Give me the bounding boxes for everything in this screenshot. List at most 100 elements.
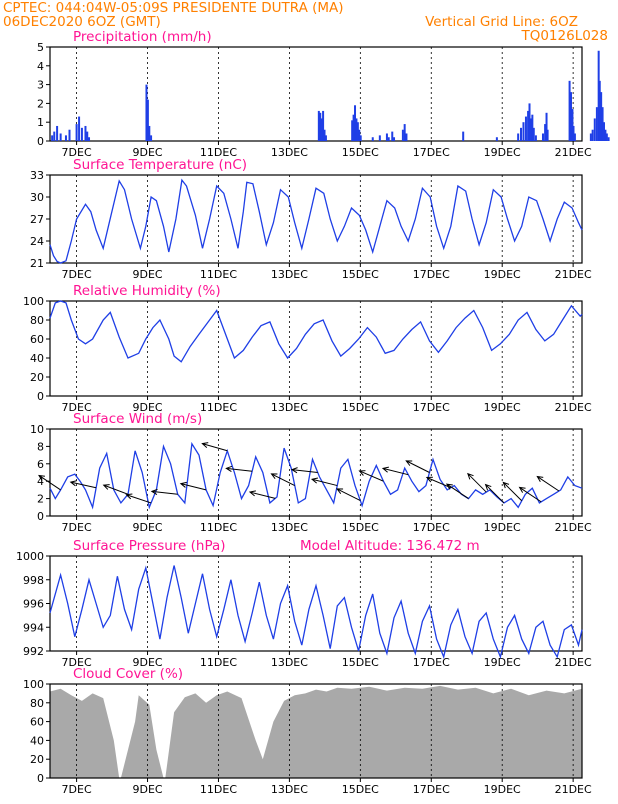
pressure-ytick-label: 998 bbox=[23, 574, 44, 587]
wind-title: Surface Wind (m/s) bbox=[73, 411, 202, 427]
temperature-xtick-label: 19DEC bbox=[484, 268, 521, 281]
cloud-cover-ytick-label: 60 bbox=[30, 716, 44, 729]
precip-bar bbox=[573, 133, 576, 141]
precip-bar bbox=[359, 135, 362, 141]
wind-arrow bbox=[381, 466, 409, 476]
cloud-cover-ytick-label: 20 bbox=[30, 753, 44, 766]
precip-bar bbox=[371, 137, 374, 141]
precip-bar bbox=[84, 125, 87, 141]
cloud-cover-frame bbox=[49, 683, 583, 779]
precip-bar bbox=[75, 124, 78, 141]
precipitation-xtick-label: 13DEC bbox=[271, 146, 308, 159]
wind-arrow bbox=[102, 484, 129, 495]
wind-arrow bbox=[179, 481, 207, 491]
precipitation-ytick-label: 4 bbox=[37, 60, 44, 73]
precip-bar bbox=[68, 129, 71, 141]
humidity-xtick-label: 17DEC bbox=[413, 401, 450, 414]
precip-bar bbox=[405, 133, 408, 141]
precip-bar bbox=[462, 131, 465, 141]
precip-bar bbox=[600, 92, 603, 141]
precipitation-title: Precipitation (mm/h) bbox=[73, 29, 212, 45]
wind-arrow bbox=[290, 467, 318, 474]
humidity-xtick-label: 19DEC bbox=[484, 401, 521, 414]
temperature-ytick-label: 33 bbox=[30, 169, 44, 182]
precip-bar bbox=[601, 107, 604, 141]
precip-bar bbox=[356, 122, 359, 141]
precipitation-xtick-label: 9DEC bbox=[132, 146, 162, 159]
wind-arrow bbox=[502, 481, 523, 502]
wind-arrow bbox=[150, 488, 178, 495]
wind-panel: Surface Wind (m/s) 0 2 4 6 8 10 7DEC 9DEC 11DEC 13… bbox=[30, 411, 592, 534]
precip-bar bbox=[527, 110, 530, 141]
precip-bar bbox=[572, 125, 575, 141]
precip-bar bbox=[522, 122, 525, 141]
wind-arrow bbox=[38, 474, 61, 491]
temperature-xtick-label: 7DEC bbox=[62, 268, 92, 281]
precip-bar bbox=[385, 133, 388, 141]
wind-arrow bbox=[225, 465, 253, 472]
wind-arrow bbox=[69, 480, 97, 489]
precip-bar bbox=[53, 131, 56, 141]
wind-ytick-label: 2 bbox=[37, 493, 44, 506]
pressure-xtick-label: 7DEC bbox=[62, 656, 92, 669]
wind-arrow bbox=[536, 475, 560, 492]
temperature-xtick-label: 9DEC bbox=[132, 268, 162, 281]
cloud-cover-ytick-label: 80 bbox=[30, 697, 44, 710]
wind-arrow bbox=[484, 483, 505, 504]
wind-arrow bbox=[201, 442, 228, 452]
cloud-cover-xtick-label: 17DEC bbox=[413, 783, 450, 796]
wind-arrow bbox=[310, 477, 338, 487]
precip-bar bbox=[148, 125, 151, 141]
precip-bar bbox=[378, 135, 381, 141]
precip-bar bbox=[570, 92, 573, 141]
header-run-time: 06DEC2020 6OZ (GMT) bbox=[3, 14, 161, 30]
precipitation-frame bbox=[49, 46, 583, 142]
precip-bar bbox=[56, 125, 59, 141]
precip-bar bbox=[351, 120, 354, 141]
wind-xtick-label: 21DEC bbox=[555, 521, 592, 534]
precip-bar bbox=[324, 135, 327, 141]
precip-bar bbox=[531, 114, 534, 141]
wind-arrow bbox=[445, 483, 469, 500]
precip-bar bbox=[319, 112, 322, 141]
pressure-xtick-label: 13DEC bbox=[271, 656, 308, 669]
pressure-xtick-label: 19DEC bbox=[484, 656, 521, 669]
precip-bar bbox=[387, 137, 390, 141]
precip-bar bbox=[602, 122, 605, 141]
precip-bar bbox=[78, 116, 81, 141]
pressure-xtick-label: 9DEC bbox=[132, 656, 162, 669]
precip-bar bbox=[544, 124, 547, 141]
precip-bar bbox=[593, 118, 596, 141]
humidity-panel: Relative Humidity (%) 0 20 40 60 80 100 7DEC 9DE… bbox=[23, 283, 592, 414]
pressure-line bbox=[49, 565, 583, 660]
precip-bar bbox=[568, 80, 571, 141]
precipitation-xtick-label: 7DEC bbox=[62, 146, 92, 159]
precip-bar bbox=[534, 135, 537, 141]
pressure-ytick-label: 996 bbox=[23, 598, 44, 611]
precip-bar bbox=[88, 137, 91, 141]
precip-bar bbox=[80, 127, 83, 141]
cloud-cover-xtick-label: 13DEC bbox=[271, 783, 308, 796]
pressure-xtick-label: 21DEC bbox=[555, 656, 592, 669]
humidity-ytick-label: 20 bbox=[30, 371, 44, 384]
wind-arrow bbox=[270, 473, 295, 486]
cloud-cover-title: Cloud Cover (%) bbox=[73, 666, 183, 682]
precip-bar bbox=[605, 133, 608, 141]
temperature-xtick-label: 15DEC bbox=[342, 268, 379, 281]
precip-bar bbox=[317, 110, 320, 141]
wind-ytick-label: 6 bbox=[37, 458, 44, 471]
precip-bar bbox=[322, 110, 325, 141]
precipitation-xtick-label: 15DEC bbox=[342, 146, 379, 159]
precip-bar bbox=[86, 131, 89, 141]
precipitation-ytick-label: 1 bbox=[37, 116, 44, 129]
wind-ytick-label: 0 bbox=[37, 510, 44, 523]
humidity-xtick-label: 13DEC bbox=[271, 401, 308, 414]
humidity-ytick-label: 0 bbox=[37, 390, 44, 403]
precip-bar bbox=[589, 133, 592, 141]
precip-bar bbox=[604, 129, 607, 141]
pressure-title: Surface Pressure (hPa) bbox=[73, 538, 226, 554]
precip-bar bbox=[519, 127, 522, 141]
precip-bar bbox=[598, 80, 601, 141]
precip-bar bbox=[591, 129, 594, 141]
temperature-xtick-label: 21DEC bbox=[555, 268, 592, 281]
